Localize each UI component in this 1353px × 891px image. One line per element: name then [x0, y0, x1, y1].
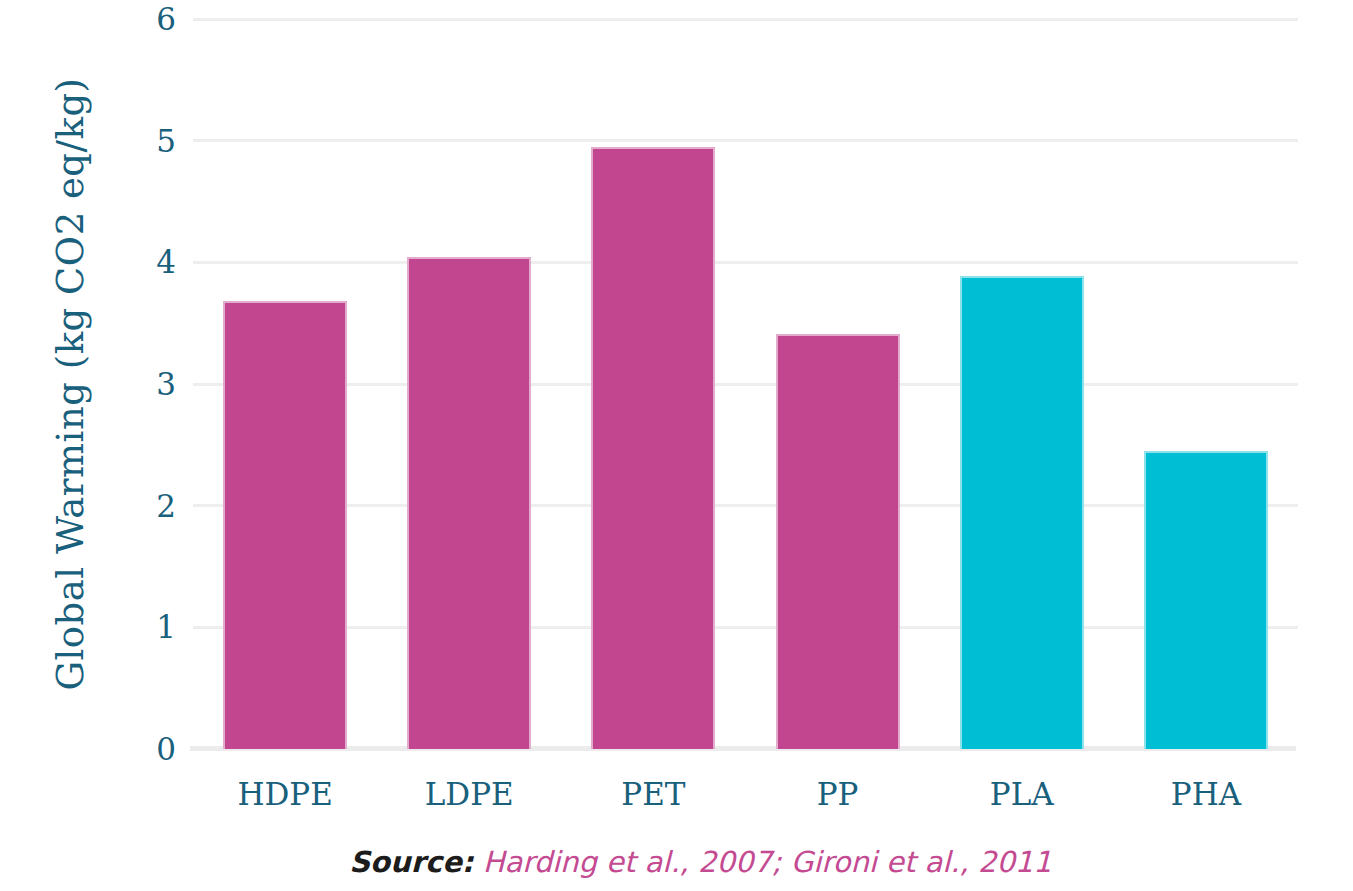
y-tick-label-2: 2 — [0, 484, 176, 528]
y-tick-label-4: 4 — [0, 240, 176, 284]
bar-HDPE — [223, 301, 347, 749]
y-tick-label-6: 6 — [0, 0, 176, 41]
x-axis-category-labels: HDPELDPEPETPPPLAPHA — [193, 771, 1298, 817]
bar-slot-PLA — [930, 19, 1114, 749]
bar-PHA — [1144, 451, 1268, 749]
y-tick-label-5: 5 — [0, 119, 176, 163]
bar-PP — [776, 334, 900, 749]
plot-area — [193, 19, 1298, 749]
bar-slot-PHA — [1114, 19, 1298, 749]
bar-LDPE — [407, 257, 531, 749]
x-category-label-HDPE: HDPE — [193, 771, 377, 817]
y-tick-label-3: 3 — [0, 362, 176, 406]
y-tick-label-1: 1 — [0, 605, 176, 649]
bar-slot-PP — [746, 19, 930, 749]
source-caption: Source: Harding et al., 2007; Gironi et … — [48, 843, 1353, 881]
y-axis-tick-labels: 0123456 — [0, 19, 176, 749]
x-category-label-PHA: PHA — [1114, 771, 1298, 817]
x-category-label-PP: PP — [746, 771, 930, 817]
bars-layer — [193, 19, 1298, 749]
source-citation: Harding et al., 2007; Gironi et al., 201… — [483, 845, 1052, 879]
y-tick-label-0: 0 — [0, 727, 176, 771]
bar-chart: Global Warming (kg CO2 eq/kg) 0123456 HD… — [0, 0, 1353, 891]
bar-slot-LDPE — [377, 19, 561, 749]
bar-slot-PET — [561, 19, 745, 749]
x-category-label-LDPE: LDPE — [377, 771, 561, 817]
x-category-label-PET: PET — [561, 771, 745, 817]
bar-slot-HDPE — [193, 19, 377, 749]
bar-PLA — [960, 276, 1084, 749]
source-label: Source: — [349, 845, 473, 879]
x-category-label-PLA: PLA — [930, 771, 1114, 817]
bar-PET — [591, 147, 715, 749]
